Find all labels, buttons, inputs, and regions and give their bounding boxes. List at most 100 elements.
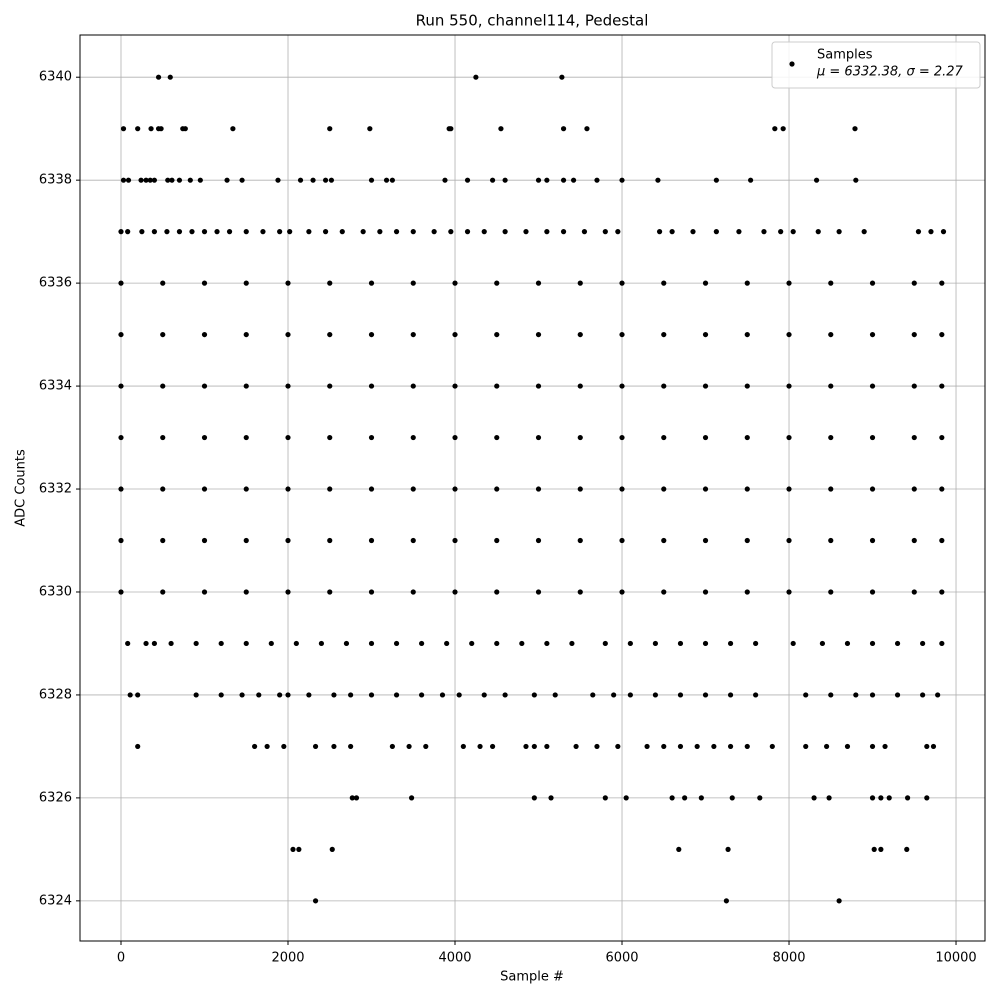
data-point <box>452 331 458 338</box>
data-point <box>118 229 124 235</box>
data-point <box>239 692 245 698</box>
data-point <box>285 486 291 492</box>
data-point <box>790 229 796 235</box>
data-point <box>252 743 258 750</box>
data-point <box>290 846 296 852</box>
data-point <box>176 229 183 235</box>
data-point <box>702 486 709 492</box>
data-point <box>383 177 390 183</box>
plot-area: 0 2000 4000 6000 8000 10000 6324 6326 6328 6330 63… <box>39 35 985 966</box>
x-tick-label: 0 <box>117 951 125 966</box>
data-point <box>327 434 333 441</box>
data-point <box>368 537 375 544</box>
data-point <box>786 331 792 338</box>
data-point <box>348 692 354 698</box>
data-point <box>669 229 675 235</box>
data-point <box>494 280 500 286</box>
data-point <box>577 486 583 492</box>
data-point <box>682 795 688 801</box>
data-point <box>911 537 917 544</box>
data-point <box>652 692 659 698</box>
data-point <box>844 640 851 647</box>
data-point <box>477 743 483 750</box>
data-point <box>419 640 425 647</box>
data-point <box>780 126 786 132</box>
data-point <box>155 74 162 80</box>
data-point <box>489 743 496 750</box>
data-point <box>243 486 249 492</box>
data-point <box>713 177 719 183</box>
data-point <box>778 229 784 235</box>
data-point <box>327 589 333 595</box>
data-point <box>744 383 750 389</box>
data-point <box>448 126 454 132</box>
data-point <box>702 692 709 698</box>
data-point <box>852 126 858 132</box>
data-point <box>120 177 127 183</box>
data-point <box>702 589 709 595</box>
data-point <box>348 743 354 750</box>
data-point <box>836 898 842 904</box>
data-point <box>481 692 487 698</box>
data-point <box>410 537 416 544</box>
data-point <box>702 640 709 647</box>
data-point <box>619 434 625 441</box>
data-point <box>494 640 500 647</box>
data-point <box>886 795 892 801</box>
data-point <box>861 229 867 235</box>
data-point <box>627 692 633 698</box>
data-point <box>744 331 750 338</box>
data-point <box>410 280 416 286</box>
y-axis-label: ADC Counts <box>14 449 29 527</box>
data-point <box>264 743 270 750</box>
data-point <box>744 537 750 544</box>
data-point <box>661 486 667 492</box>
data-point <box>243 331 249 338</box>
data-point <box>118 589 124 595</box>
data-point <box>444 640 450 647</box>
data-point <box>569 640 575 647</box>
data-point <box>803 743 809 750</box>
data-point <box>143 640 149 647</box>
data-point <box>602 795 608 801</box>
data-point <box>339 229 345 235</box>
data-point <box>669 795 675 801</box>
data-point <box>939 640 945 647</box>
y-tick-label: 6338 <box>39 173 72 188</box>
data-point <box>786 589 792 595</box>
data-point <box>627 640 633 647</box>
data-point <box>939 280 945 286</box>
data-point <box>151 229 158 235</box>
data-point <box>193 692 199 698</box>
data-point <box>828 589 834 595</box>
data-point <box>519 640 525 647</box>
data-point <box>312 898 319 904</box>
data-point <box>920 692 926 698</box>
data-point <box>753 640 759 647</box>
data-point <box>655 177 661 183</box>
data-point <box>939 383 945 389</box>
data-point <box>803 692 809 698</box>
data-point <box>744 486 750 492</box>
data-point <box>677 743 684 750</box>
data-point <box>226 229 233 235</box>
data-point <box>502 177 508 183</box>
data-point <box>911 589 917 595</box>
y-tick-label: 6326 <box>39 790 72 805</box>
data-point <box>702 280 709 286</box>
data-point <box>327 537 333 544</box>
data-point <box>828 331 834 338</box>
data-point <box>930 743 937 750</box>
data-point <box>786 434 792 441</box>
x-tick-label: 2000 <box>271 951 304 966</box>
data-point <box>744 589 750 595</box>
data-point <box>523 743 529 750</box>
data-point <box>125 177 132 183</box>
data-point <box>160 280 166 286</box>
data-point <box>702 383 709 389</box>
y-tick-label: 6324 <box>39 893 72 908</box>
data-point <box>464 229 471 235</box>
data-point <box>327 280 333 286</box>
data-point <box>702 537 709 544</box>
data-point <box>368 486 375 492</box>
